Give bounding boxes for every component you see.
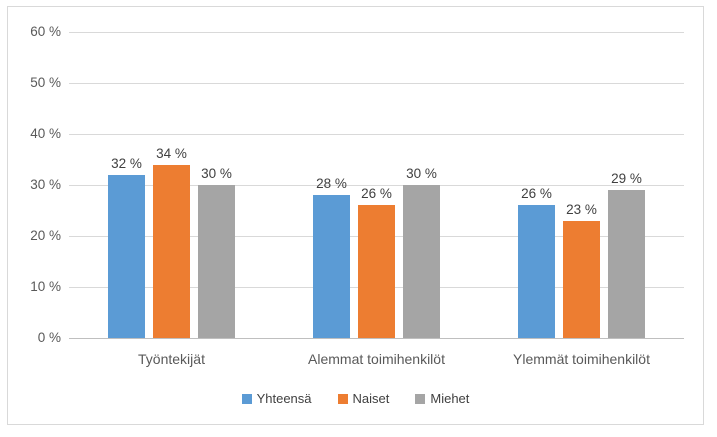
legend-swatch-icon — [415, 393, 426, 404]
legend-item-naiset: Naiset — [337, 391, 390, 406]
legend-swatch-icon — [241, 393, 252, 404]
x-axis-baseline — [69, 337, 684, 339]
bar-miehet — [198, 185, 235, 338]
bar-value-label: 32 % — [111, 155, 142, 171]
chart-legend: Yhteensä Naiset Miehet — [8, 391, 703, 406]
bar-value-label: 34 % — [156, 145, 187, 161]
legend-swatch-icon — [337, 393, 348, 404]
bar-miehet — [403, 185, 440, 338]
bar-yhteensä — [108, 174, 145, 338]
legend-item-miehet: Miehet — [415, 391, 469, 406]
bar-value-label: 26 % — [361, 186, 392, 202]
category-label: Työntekijät — [138, 351, 205, 367]
gridline — [69, 184, 684, 186]
y-tick-label: 10 % — [30, 279, 61, 294]
bar-yhteensä — [313, 195, 350, 338]
bar-naiset — [153, 164, 190, 338]
y-tick-label: 0 % — [37, 330, 61, 345]
bar-group: 26 % 23 % 29 % — [479, 32, 684, 338]
gridline — [69, 31, 684, 33]
legend-label: Naiset — [352, 391, 390, 406]
bar-value-label: 30 % — [201, 166, 232, 181]
y-tick-label: 20 % — [30, 228, 61, 243]
bar-value-label: 29 % — [611, 171, 642, 187]
chart-frame: 32 % 34 % 30 % 28 % 26 % 30 % 26 % 23 % 29 % 0 %… — [7, 6, 704, 425]
bar-value-label: 30 % — [406, 166, 437, 181]
bar-naiset — [358, 205, 395, 338]
bar-value-label: 23 % — [566, 201, 597, 217]
legend-label: Miehet — [430, 391, 470, 406]
legend-item-yhteensä: Yhteensä — [241, 391, 312, 406]
y-tick-label: 60 % — [30, 24, 61, 39]
y-tick-label: 50 % — [30, 75, 61, 90]
plot-area: 32 % 34 % 30 % 28 % 26 % 30 % 26 % 23 % 29 % — [69, 31, 684, 339]
legend-label: Yhteensä — [256, 391, 312, 406]
bar-group: 32 % 34 % 30 % — [69, 32, 274, 338]
gridline — [69, 133, 684, 135]
y-tick-label: 30 % — [30, 177, 61, 192]
category-label: Ylemmät toimihenkilöt — [513, 351, 650, 367]
bar-group: 28 % 26 % 30 % — [274, 32, 479, 338]
y-tick-label: 40 % — [30, 126, 61, 141]
category-label: Alemmat toimihenkilöt — [308, 351, 445, 367]
bar-naiset — [563, 220, 600, 338]
bar-miehet — [608, 190, 645, 338]
bar-value-label: 28 % — [316, 176, 347, 192]
bar-value-label: 26 % — [521, 186, 552, 202]
gridline — [69, 82, 684, 84]
bar-yhteensä — [518, 205, 555, 338]
